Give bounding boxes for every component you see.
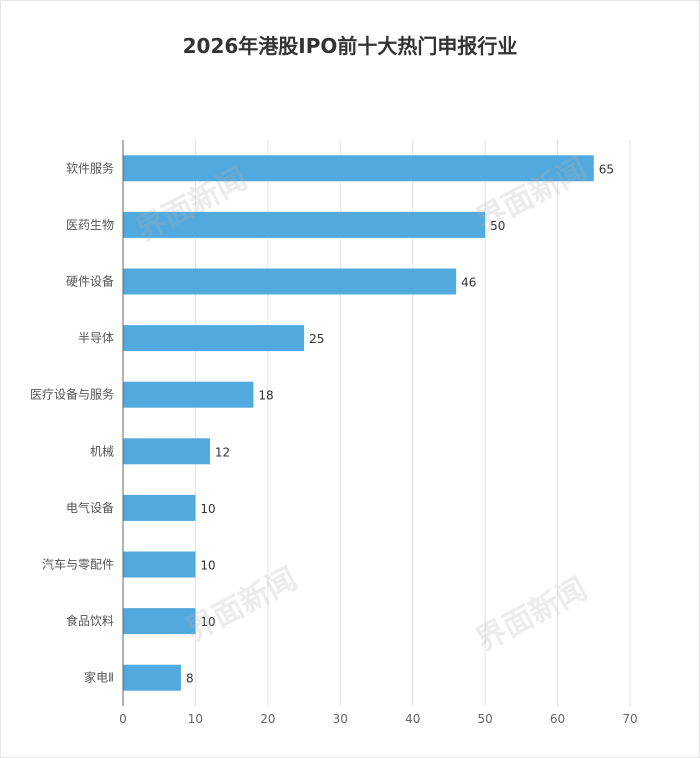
y-tick-label: 半导体 xyxy=(78,331,114,345)
y-tick-label: 食品饮料 xyxy=(66,613,114,628)
bar xyxy=(123,664,181,691)
x-tick-label: 10 xyxy=(188,712,203,726)
x-tick-label: 50 xyxy=(478,712,493,726)
x-tick-label: 0 xyxy=(119,712,127,726)
data-label: 12 xyxy=(215,445,230,459)
y-tick-label: 软件服务 xyxy=(66,160,114,175)
data-label: 46 xyxy=(461,276,476,290)
x-tick-label: 20 xyxy=(260,712,275,726)
y-tick-label: 医药生物 xyxy=(66,218,114,232)
y-tick-label: 医疗设备与服务 xyxy=(30,387,114,402)
x-tick-label: 30 xyxy=(333,712,348,726)
bar xyxy=(123,211,486,238)
x-tick-label: 70 xyxy=(622,712,637,726)
chart-title: 2026年港股IPO前十大热门申报行业 xyxy=(182,34,518,58)
y-tick-label: 家电Ⅱ xyxy=(84,670,114,685)
data-label: 10 xyxy=(200,502,215,516)
data-label: 8 xyxy=(186,672,194,686)
bar xyxy=(123,494,196,521)
data-label: 18 xyxy=(258,389,273,403)
y-tick-label: 电气设备 xyxy=(66,500,114,515)
y-tick-label: 硬件设备 xyxy=(66,275,114,289)
bar xyxy=(123,381,254,408)
bar xyxy=(123,438,210,465)
data-label: 65 xyxy=(599,162,614,176)
data-label: 25 xyxy=(309,332,324,346)
bar xyxy=(123,325,305,352)
y-tick-label: 汽车与零配件 xyxy=(42,557,114,572)
bar xyxy=(123,155,594,182)
data-label: 10 xyxy=(200,559,215,573)
data-label: 50 xyxy=(490,219,505,233)
x-tick-label: 40 xyxy=(405,712,420,726)
bar xyxy=(123,268,457,295)
data-label: 10 xyxy=(200,615,215,629)
bar xyxy=(123,608,196,635)
x-tick-label: 60 xyxy=(550,712,565,726)
bar xyxy=(123,551,196,578)
y-tick-label: 机械 xyxy=(90,443,114,458)
